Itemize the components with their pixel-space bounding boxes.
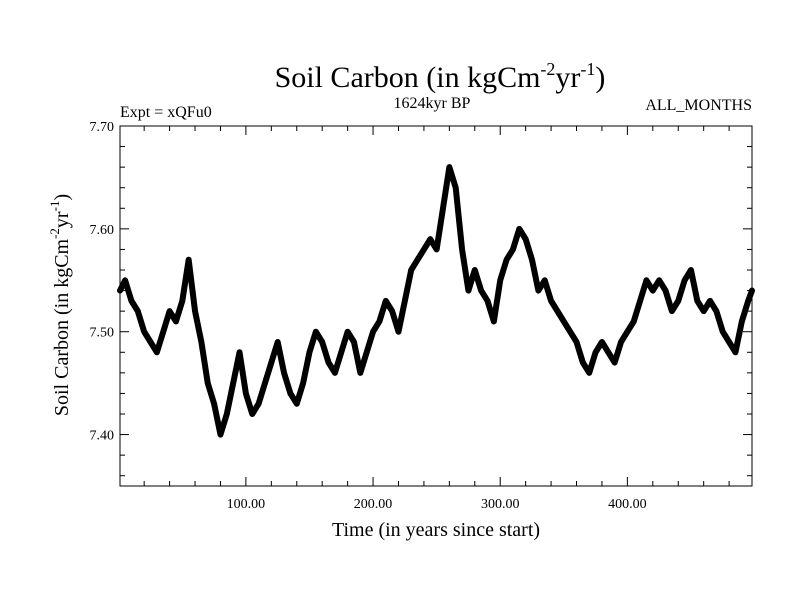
x-tick-label: 200.00	[354, 497, 393, 512]
chart-title: Soil Carbon (in kgCm-2yr-1)	[275, 59, 606, 94]
plot-frame	[119, 125, 753, 487]
y-axis-title: Soil Carbon (in kgCm-2yr-1)	[47, 194, 73, 416]
y-tick-label: 7.60	[90, 223, 115, 238]
axis-tick-labels: 100.00 200.00 300.00 400.00 7.40 7.50 7.60 7.70	[90, 120, 647, 512]
x-tick-label: 100.00	[227, 497, 266, 512]
x-tick-label: 300.00	[481, 497, 520, 512]
experiment-label: Expt = xQFu0	[120, 104, 212, 121]
y-tick-label: 7.70	[90, 120, 115, 135]
x-tick-label: 400.00	[608, 497, 647, 512]
x-axis-title: Time (in years since start)	[332, 519, 540, 541]
y-tick-label: 7.50	[90, 326, 115, 341]
soil-carbon-series-line	[117, 164, 755, 438]
axis-ticks	[120, 125, 752, 486]
period-label: 1624kyr BP	[394, 95, 471, 112]
series-group	[117, 164, 755, 438]
y-tick-label: 7.40	[90, 429, 115, 444]
months-label: ALL_MONTHS	[645, 97, 752, 114]
